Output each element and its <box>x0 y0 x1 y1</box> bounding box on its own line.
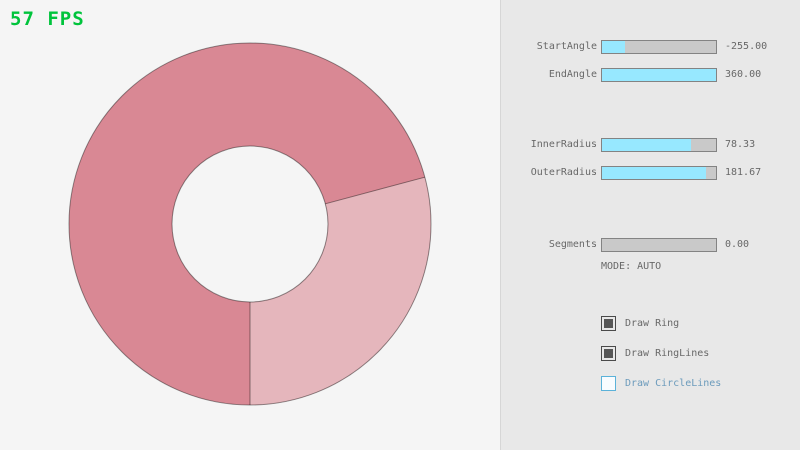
draw-ringlines-checkbox[interactable] <box>601 346 616 361</box>
start-angle-label: StartAngle <box>536 41 597 52</box>
start-angle-value: -255.00 <box>725 41 768 52</box>
segments-value: 0.00 <box>725 239 750 250</box>
end-angle-slider[interactable] <box>601 68 717 82</box>
segments-slider[interactable] <box>601 238 717 252</box>
slider-fill <box>602 167 706 179</box>
slider-fill <box>602 139 691 151</box>
start-angle-row: StartAngle -255.00 <box>501 40 800 54</box>
outer-radius-row: OuterRadius 181.67 <box>501 166 800 180</box>
draw-ringlines-label: Draw RingLines <box>625 348 710 359</box>
slider-fill <box>602 69 716 81</box>
outer-radius-slider[interactable] <box>601 166 717 180</box>
inner-radius-slider[interactable] <box>601 138 717 152</box>
draw-ring-checkbox[interactable] <box>601 316 616 331</box>
end-angle-value: 360.00 <box>725 69 762 80</box>
inner-radius-row: InnerRadius 78.33 <box>501 138 800 152</box>
outer-radius-value: 181.67 <box>725 167 762 178</box>
ring-lines <box>68 42 432 406</box>
inner-radius-label: InnerRadius <box>530 139 597 150</box>
ring-single-region <box>250 177 431 405</box>
start-angle-slider[interactable] <box>601 40 717 54</box>
outer-radius-label: OuterRadius <box>530 167 597 178</box>
end-angle-label: EndAngle <box>548 69 597 80</box>
end-angle-row: EndAngle 360.00 <box>501 68 800 82</box>
inner-radius-value: 78.33 <box>725 139 756 150</box>
segments-mode-text: MODE: AUTO <box>601 261 662 272</box>
ring-chart <box>68 42 432 406</box>
draw-ring-label: Draw Ring <box>625 318 680 329</box>
slider-fill <box>602 41 625 53</box>
segments-row: Segments 0.00 <box>501 238 800 252</box>
fps-counter: 57 FPS <box>10 8 85 30</box>
settings-panel: StartAngle -255.00 EndAngle 360.00 Inner… <box>500 0 800 450</box>
segments-label: Segments <box>548 239 597 250</box>
draw-circlelines-checkbox[interactable] <box>601 376 616 391</box>
draw-circlelines-label: Draw CircleLines <box>625 378 722 389</box>
